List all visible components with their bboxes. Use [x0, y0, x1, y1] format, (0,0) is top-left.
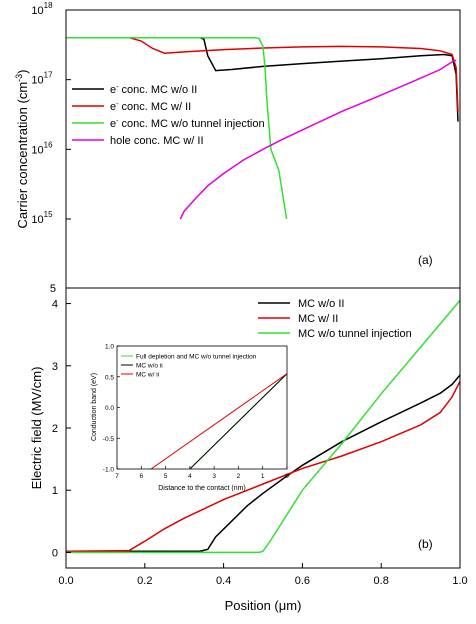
inset-legend: Full depletion and MC w/o tunnel injecti… — [121, 353, 257, 378]
inset-x-tick-label: 4 — [188, 473, 192, 480]
panel-a-legend-label: e- conc. MC w/o II — [110, 84, 197, 96]
panel-a-series-line-0 — [66, 36, 459, 122]
panel-b-label: (b) — [418, 537, 433, 551]
inset-x-tick-label: 0 — [285, 473, 289, 480]
panel-a-y-tick-label-extra: 5 — [50, 283, 56, 295]
panel-b-x-axis-label: Position (μm) — [225, 598, 302, 613]
panel-a-y-axis-label: Carrier concentration (cm-3) — [14, 69, 30, 228]
panel-b-y-tick-label: 3 — [52, 361, 58, 373]
inset-background — [117, 346, 287, 469]
panel-b-legend: MC w/o II MC w/ II MC w/o tunnel injection — [258, 298, 412, 340]
inset-series-line-2 — [150, 373, 287, 469]
panel-a-y-ticks: 1015 1016 1017 1018 5 — [31, 1, 71, 295]
panel-a-y-tick-label: 1016 — [31, 140, 53, 156]
panel-b-series-line-2 — [66, 299, 460, 554]
inset-x-tick-label: 1 — [261, 473, 265, 480]
panel-a-y-tick-label: 1018 — [31, 1, 53, 17]
panel-a-y-tick-label: 1015 — [31, 210, 53, 226]
panel-b-y-tick-label: 0 — [52, 547, 58, 559]
panel-a-series-line-3 — [179, 59, 457, 220]
inset-x-tick-label: 3 — [212, 473, 216, 480]
inset-x-tick-label: 6 — [139, 473, 143, 480]
panel-b-curves — [66, 299, 460, 554]
panel-b-series-line-1 — [66, 380, 460, 552]
inset-legend-label: Full depletion and MC w/o tunnel injecti… — [136, 353, 257, 360]
panel-b-x-ticks: 0.0 0.2 0.4 0.6 0.8 1.0 — [58, 563, 468, 587]
panel-b-x-tick-label: 0.2 — [137, 575, 152, 587]
panel-b-legend-label: MC w/ II — [298, 313, 338, 325]
inset-y-tick-label: -1.0 — [103, 467, 115, 474]
inset-conduction-band-chart: 7 6 5 4 3 2 1 0 1.0 0.5 0.0 -0.5 -1.0 Full depletio… — [91, 344, 289, 493]
panel-a-y-tick-label: 1017 — [31, 71, 53, 87]
panel-b-y-tick-label: 1 — [52, 485, 58, 497]
inset-y-tick-label: -0.5 — [103, 436, 115, 443]
inset-x-tick-label: 2 — [237, 473, 241, 480]
panel-a-curves — [66, 36, 459, 220]
panel-a-legend-label: hole conc. MC w/ II — [110, 135, 204, 147]
panel-b-legend-label: MC w/o II — [298, 298, 344, 310]
inset-y-axis-label: Conduction band (eV) — [91, 373, 98, 441]
panel-b-x-tick-label: 0.0 — [58, 575, 73, 587]
panel-a-legend-label: e- conc. MC w/o tunnel injection — [110, 118, 265, 130]
panel-b-y-tick-label: 4 — [52, 299, 58, 311]
inset-y-tick-label: 0.5 — [105, 374, 114, 381]
panel-b-y-ticks: 0 1 2 3 4 — [52, 299, 71, 559]
panel-b-x-tick-label: 0.8 — [374, 575, 389, 587]
inset-curves — [150, 373, 287, 469]
panel-a-series-line-1 — [66, 36, 459, 112]
inset-y-tick-label: 0.0 — [105, 405, 114, 412]
panel-b-legend-label: MC w/o tunnel injection — [298, 328, 412, 340]
inset-y-ticks: 1.0 0.5 0.0 -0.5 -1.0 — [103, 344, 120, 474]
inset-x-axis-label: Distance to the contact (nm) — [158, 485, 246, 492]
panel-b-y-tick-label: 2 — [52, 423, 58, 435]
inset-x-tick-label: 5 — [164, 473, 168, 480]
panel-a-series-line-2 — [66, 36, 288, 220]
panel-a-legend: e- conc. MC w/o II e- conc. MC w/ II e- co… — [72, 84, 265, 147]
inset-series-line-1 — [189, 373, 287, 469]
panel-b-x-tick-label: 1.0 — [452, 575, 467, 587]
panel-a-legend-label: e- conc. MC w/ II — [110, 101, 191, 113]
inset-x-ticks: 7 6 5 4 3 2 1 0 — [115, 466, 289, 480]
panel-b-x-tick-label: 0.4 — [216, 575, 231, 587]
panel-b-series-line-0 — [66, 374, 460, 552]
panel-b-x-tick-label: 0.6 — [295, 575, 310, 587]
inset-y-tick-label: 1.0 — [105, 344, 114, 351]
panel-a-label: (a) — [418, 253, 433, 267]
panel-b-y-axis-label: Electric field (MV/cm) — [29, 367, 44, 490]
inset-legend-label: MC w/ ii — [136, 371, 159, 378]
inset-x-tick-label: 7 — [115, 473, 119, 480]
panel-b-electric-field: 0.0 0.2 0.4 0.6 0.8 1.0 0 1 2 3 4 MC w/o II MC w/ … — [29, 287, 468, 613]
inset-legend-label: MC w/o ii — [136, 362, 163, 369]
